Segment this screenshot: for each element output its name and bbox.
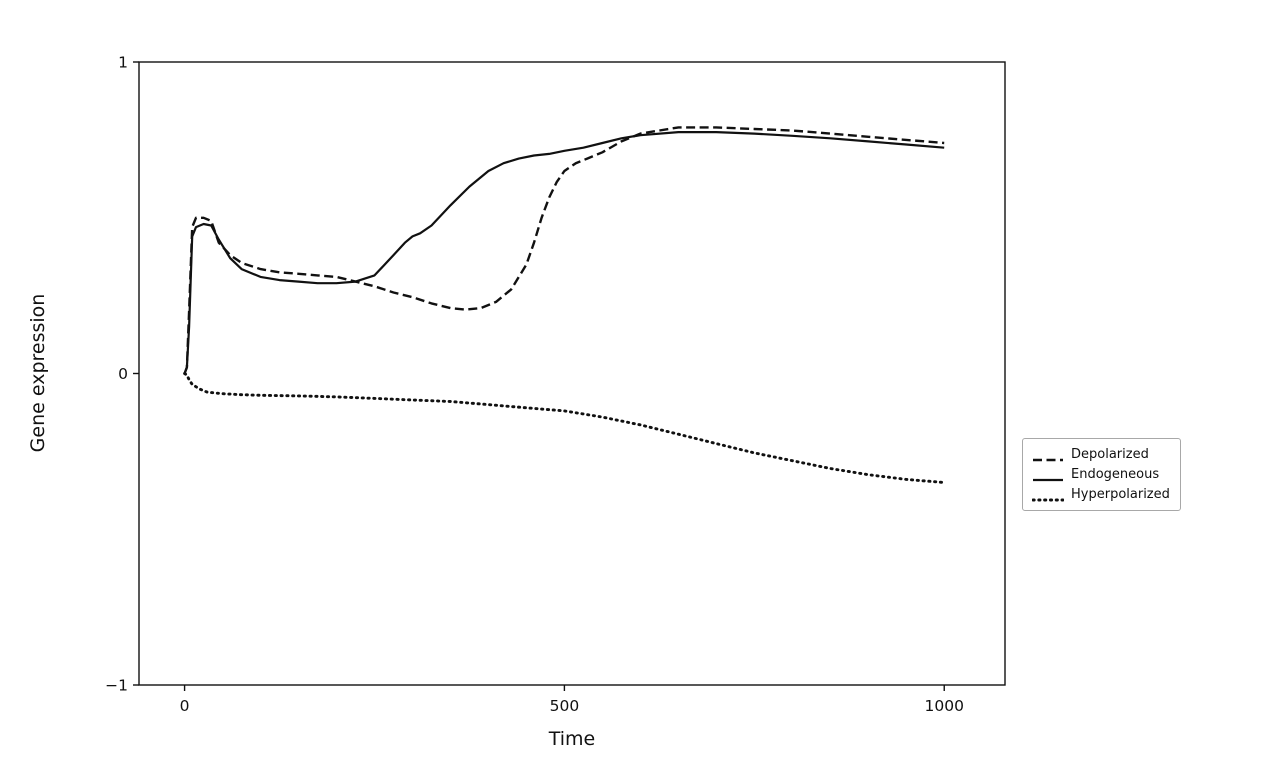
y-tick-label: 0 xyxy=(118,365,128,383)
legend-line-sample-solid xyxy=(1032,470,1064,481)
legend: Depolarized Endogeneous Hyperpolarized xyxy=(1022,438,1181,511)
x-axis-label: Time xyxy=(548,728,596,750)
legend-label: Depolarized xyxy=(1071,447,1149,462)
x-tick-label: 500 xyxy=(550,697,580,715)
legend-line-sample-dotted xyxy=(1031,490,1065,501)
legend-item-endogeneous: Endogeneous xyxy=(1032,467,1170,482)
y-tick-label: 1 xyxy=(118,54,128,72)
x-tick-label: 1000 xyxy=(925,697,964,715)
legend-item-depolarized: Depolarized xyxy=(1032,447,1170,462)
legend-item-hyperpolarized: Hyperpolarized xyxy=(1031,487,1170,502)
legend-label: Hyperpolarized xyxy=(1071,487,1170,502)
x-tick-label: 0 xyxy=(180,697,190,715)
series-line-hyperpolarized xyxy=(183,372,946,484)
legend-label: Endogeneous xyxy=(1071,467,1160,482)
legend-line-sample-dashed xyxy=(1032,450,1064,461)
y-axis-label: Gene expression xyxy=(27,293,49,453)
y-tick-label: −1 xyxy=(105,677,128,695)
plot-frame xyxy=(138,61,1006,686)
series-line-depolarized xyxy=(183,126,945,374)
series-line-endogeneous xyxy=(183,131,945,374)
